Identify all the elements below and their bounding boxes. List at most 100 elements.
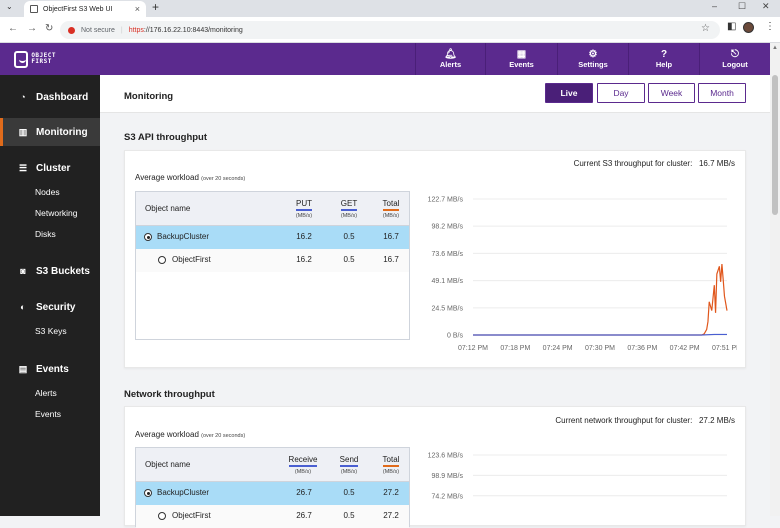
network-col-name: Object name <box>145 460 191 469</box>
network-col-send-unit: (MB/s) <box>340 469 358 475</box>
y-tick-label: 98.2 MB/s <box>431 224 463 231</box>
range-month-button[interactable]: Month <box>698 83 746 103</box>
sidebar: ◔ Dashboard ▥ Monitoring ☰ Cluster Nodes… <box>0 75 100 516</box>
network-table: Object name Receive (MB/s) Send (MB/s) T… <box>135 447 410 528</box>
x-tick-label: 07:30 PM <box>585 345 615 352</box>
page-header: Monitoring Live Day Week Month <box>100 75 770 113</box>
dashboard-icon: ◔ <box>20 92 26 102</box>
network-current-throughput: Current network throughput for cluster: … <box>555 416 735 425</box>
row-receive: 26.7 <box>296 488 312 497</box>
nav-help[interactable]: ? Help <box>628 43 699 75</box>
new-tab-button[interactable]: + <box>152 0 160 14</box>
sidepanel-icon[interactable]: ◧ <box>727 21 737 32</box>
x-tick-label: 07:24 PM <box>543 345 573 352</box>
s3-table-header: Object name PUT (MB/s) GET (MB/s) Total … <box>136 192 409 226</box>
browser-tab[interactable]: ObjectFirst S3 Web UI × <box>24 1 146 17</box>
sidebar-item-label: S3 Buckets <box>36 265 90 277</box>
nav-settings[interactable]: ⚙ Settings <box>557 43 628 75</box>
s3-avg-text: Average workload <box>135 173 199 182</box>
network-col-receive: Receive (MB/s) <box>279 455 327 475</box>
gear-icon: ⚙ <box>588 49 598 60</box>
table-row[interactable]: BackupCluster 16.2 0.5 16.7 <box>136 226 409 249</box>
bell-icon: 🔔︎ <box>444 49 457 60</box>
scroll-up-icon[interactable]: ▲ <box>772 45 778 51</box>
sidebar-item-label: Cluster <box>36 162 71 174</box>
row-name: BackupCluster <box>157 488 210 497</box>
range-day-button[interactable]: Day <box>597 83 645 103</box>
sidebar-item-s3-buckets[interactable]: ◙ S3 Buckets <box>0 257 100 285</box>
row-get: 0.5 <box>343 232 355 241</box>
y-tick-label: 122.7 MB/s <box>428 197 464 204</box>
logo-line-1: OBJECT <box>31 52 56 59</box>
s3-throughput-chart: 0 B/s 24.5 MB/s 49.1 MB/s 73.6 MB/s 98.2 MB/… <box>428 197 737 353</box>
sidebar-item-events-list[interactable]: Events <box>35 409 61 419</box>
nav-events[interactable]: ▦ Events <box>485 43 557 75</box>
url-field[interactable]: Not secure | https://176.16.22.10:8443/m… <box>60 21 720 39</box>
nav-alerts[interactable]: 🔔︎ Alerts <box>415 43 485 75</box>
row-name: BackupCluster <box>157 232 210 241</box>
radio-button[interactable] <box>158 512 166 520</box>
sidebar-item-s3-keys[interactable]: S3 Keys <box>35 326 67 336</box>
table-row[interactable]: ObjectFirst 26.7 0.5 27.2 <box>136 505 409 528</box>
not-secure-label[interactable]: Not secure <box>81 26 115 34</box>
sidebar-item-events[interactable]: ▤ Events <box>0 355 100 383</box>
sidebar-item-security[interactable]: ◐ Security <box>0 293 100 321</box>
sidebar-item-cluster[interactable]: ☰ Cluster <box>0 154 100 182</box>
s3-col-total-unit: (MB/s) <box>382 213 400 219</box>
question-icon: ? <box>660 49 668 60</box>
shield-icon: ◐ <box>20 302 26 312</box>
x-tick-label: 07:36 PM <box>627 345 657 352</box>
nav-events-label: Events <box>509 60 534 69</box>
series-line <box>473 333 727 336</box>
range-week-button[interactable]: Week <box>648 83 695 103</box>
network-col-receive-unit: (MB/s) <box>294 469 312 475</box>
logo-mark-icon <box>14 50 29 68</box>
series-line <box>473 264 728 336</box>
forward-icon[interactable]: → <box>27 23 37 34</box>
url-text: ://176.16.22.10:8443/monitoring <box>143 26 243 34</box>
bookmark-star-icon[interactable]: ☆ <box>701 23 710 34</box>
maximize-icon[interactable]: ☐ <box>738 1 747 11</box>
network-col-send-label: Send <box>339 455 359 467</box>
table-row[interactable]: BackupCluster 26.7 0.5 27.2 <box>136 482 409 505</box>
network-throughput-chart: 74.2 MB/s 98.9 MB/s 123.6 MB/s <box>428 453 727 500</box>
page-title: Monitoring <box>124 91 174 102</box>
network-panel: Current network throughput for cluster: … <box>124 406 746 528</box>
range-live-button[interactable]: Live <box>545 83 593 103</box>
s3-col-get-label: GET <box>340 199 358 211</box>
sidebar-item-networking[interactable]: Networking <box>35 208 78 218</box>
calendar-icon: ▦ <box>516 49 527 60</box>
close-window-icon[interactable]: ✕ <box>762 1 770 11</box>
tab-search-icon[interactable]: ⌄ <box>6 2 13 11</box>
network-current-label: Current network throughput for cluster: <box>555 416 693 425</box>
s3-current-throughput: Current S3 throughput for cluster: 16.7 … <box>574 159 735 168</box>
objectfirst-logo[interactable]: OBJECT FIRST <box>14 50 56 68</box>
row-put: 16.2 <box>296 232 312 241</box>
back-icon[interactable]: ← <box>8 23 18 34</box>
row-total: 16.7 <box>383 255 399 264</box>
network-table-header: Object name Receive (MB/s) Send (MB/s) T… <box>136 448 409 482</box>
radio-button[interactable] <box>144 233 152 241</box>
minimize-icon[interactable]: – <box>712 1 718 11</box>
close-tab-icon[interactable]: × <box>134 4 140 14</box>
radio-button[interactable] <box>158 256 166 264</box>
sidebar-item-nodes[interactable]: Nodes <box>35 187 60 197</box>
reload-icon[interactable]: ↻ <box>45 23 54 34</box>
nav-logout[interactable]: ⎋ Logout <box>699 43 770 75</box>
page-scrollbar[interactable]: ▲ <box>770 43 780 516</box>
sidebar-item-monitoring[interactable]: ▥ Monitoring <box>0 118 100 146</box>
logout-icon: ⎋ <box>731 49 739 60</box>
sidebar-item-label: Monitoring <box>36 126 88 138</box>
sidebar-item-dashboard[interactable]: ◔ Dashboard <box>0 83 100 111</box>
y-tick-label: 49.1 MB/s <box>431 278 463 285</box>
sidebar-item-disks[interactable]: Disks <box>35 229 56 239</box>
table-row[interactable]: ObjectFirst 16.2 0.5 16.7 <box>136 249 409 272</box>
scroll-thumb[interactable] <box>772 75 778 215</box>
profile-avatar[interactable] <box>743 22 754 33</box>
radio-button[interactable] <box>144 489 152 497</box>
more-menu-icon[interactable]: ⋮ <box>765 21 775 32</box>
s3-current-value: 16.7 MB/s <box>698 159 735 168</box>
sidebar-item-alerts[interactable]: Alerts <box>35 388 57 398</box>
nav-settings-label: Settings <box>578 60 608 69</box>
chart-icon: ▥ <box>18 126 28 137</box>
